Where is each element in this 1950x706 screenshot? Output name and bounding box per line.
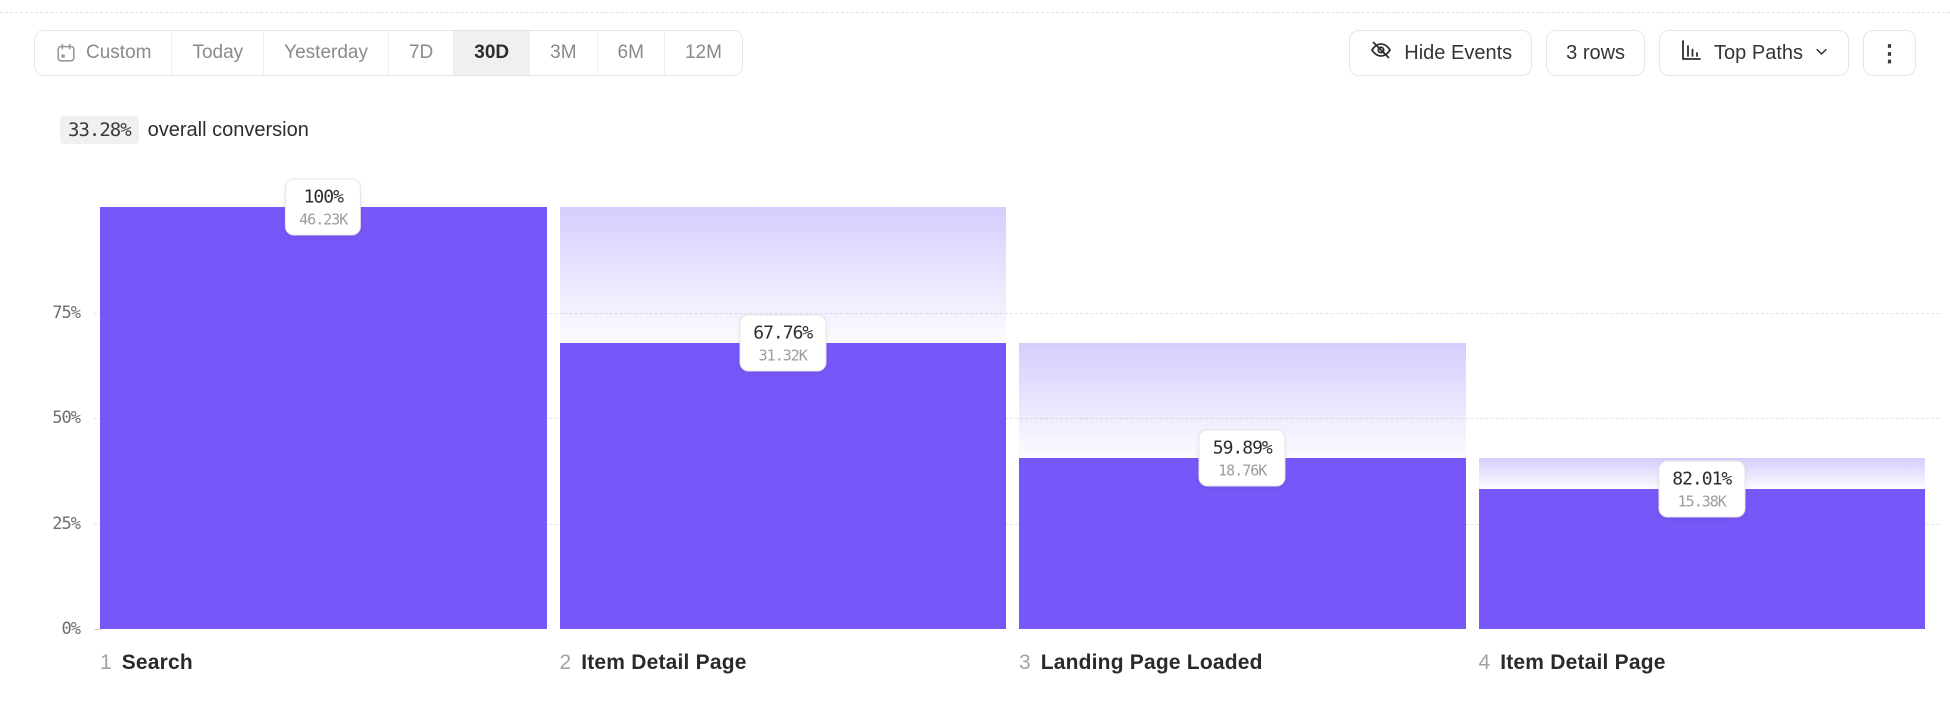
date-range-3m[interactable]: 3M (530, 31, 598, 75)
funnel-tooltip: 82.01% 15.38K (1658, 460, 1746, 518)
step-number: 4 (1478, 651, 1491, 674)
date-range-today[interactable]: Today (172, 31, 265, 75)
overall-conversion: 33.28% overall conversion (60, 116, 309, 144)
top-paths-label: Top Paths (1714, 41, 1803, 64)
date-range-label: 12M (684, 42, 722, 63)
step-number: 2 (559, 651, 572, 674)
funnel-plot: 0% 25% 50% 75% 100% 46.23K 1 Search 67.76% 31.32K… (52, 178, 1939, 674)
step-name: Landing Page Loaded (1040, 651, 1263, 674)
hide-events-label: Hide Events (1404, 41, 1513, 64)
date-range-30d[interactable]: 30D (454, 31, 531, 75)
date-range-label: 6M (617, 42, 644, 63)
step-number: 1 (100, 651, 112, 674)
funnel-bar-fill (100, 207, 547, 629)
gridline (94, 418, 1939, 419)
date-range-custom[interactable]: Custom (35, 31, 173, 75)
overflow-menu-button[interactable]: ⋮ (1863, 30, 1916, 76)
date-range-label: 3M (550, 42, 577, 63)
step-label: 2 Item Detail Page (560, 651, 747, 675)
tooltip-count: 18.76K (1218, 461, 1267, 480)
gridline (94, 523, 1939, 525)
date-range-yesterday[interactable]: Yesterday (264, 31, 389, 75)
step-name: Search (121, 651, 193, 674)
step-number: 3 (1019, 651, 1031, 674)
step-label: 3 Landing Page Loaded (1019, 651, 1263, 675)
step-label: 4 Item Detail Page (1479, 651, 1666, 675)
rows-label: 3 rows (1566, 41, 1626, 64)
tooltip-count: 46.23K (299, 210, 348, 229)
funnel-tooltip: 67.76% 31.32K (739, 314, 827, 372)
y-tick-label: 50% (52, 408, 81, 428)
date-range-group: Custom Today Yesterday 7D 30D 3M 6M 12M (34, 30, 743, 76)
funnel-bar-step-2[interactable]: 67.76% 31.32K 2 Item Detail Page (559, 207, 1006, 674)
tooltip-conversion-pct: 82.01% (1672, 468, 1732, 490)
y-axis-tick (94, 629, 102, 630)
tooltip-conversion-pct: 100% (303, 186, 344, 208)
date-range-12m[interactable]: 12M (664, 31, 742, 75)
conversion-label: overall conversion (147, 118, 309, 141)
gridline (94, 312, 1939, 314)
date-range-label: 30D (474, 42, 510, 63)
tooltip-count: 15.38K (1677, 492, 1727, 511)
toolbar: Custom Today Yesterday 7D 30D 3M 6M 12M Hide Ev… (34, 30, 1916, 76)
funnel-bar-step-1[interactable]: 100% 46.23K 1 Search (100, 178, 547, 674)
tooltip-count: 31.32K (758, 346, 808, 365)
hide-events-button[interactable]: Hide Events (1349, 30, 1533, 76)
step-name: Item Detail Page (1500, 651, 1666, 674)
y-tick-label: 75% (52, 302, 81, 323)
calendar-icon (55, 42, 77, 64)
y-tick-label: 0% (61, 619, 81, 639)
funnel-bar-step-3[interactable]: 59.89% 18.76K 3 Landing Page Loaded (1019, 207, 1466, 674)
toolbar-right-group: Hide Events 3 rows Top Paths ⋮ (1349, 30, 1916, 76)
step-name: Item Detail Page (581, 651, 747, 674)
rows-button[interactable]: 3 rows (1546, 30, 1646, 76)
top-paths-button[interactable]: Top Paths (1659, 30, 1849, 76)
kebab-icon: ⋮ (1878, 39, 1901, 66)
eye-off-icon (1369, 38, 1393, 68)
funnel-bar-fill (1019, 457, 1466, 629)
date-range-7d[interactable]: 7D (388, 31, 455, 75)
date-range-label: Today (192, 42, 244, 63)
conversion-badge: 33.28% (60, 116, 139, 144)
funnel-tooltip: 59.89% 18.76K (1198, 429, 1286, 487)
tooltip-conversion-pct: 67.76% (753, 322, 813, 344)
y-tick-label: 25% (52, 513, 81, 534)
date-range-label: Custom (86, 42, 152, 63)
chevron-down-icon (1814, 42, 1829, 65)
funnel-tooltip: 100% 46.23K (285, 178, 362, 236)
date-range-6m[interactable]: 6M (597, 31, 665, 75)
step-label: 1 Search (100, 651, 193, 675)
date-range-label: 7D (408, 42, 434, 63)
funnel-bar-fill (559, 343, 1006, 629)
tooltip-conversion-pct: 59.89% (1212, 437, 1273, 459)
bar-chart-icon (1679, 38, 1703, 68)
funnel-bar-step-4[interactable]: 82.01% 15.38K 4 Item Detail Page (1478, 207, 1925, 674)
date-range-label: Yesterday (284, 42, 368, 63)
top-divider (0, 12, 1950, 13)
